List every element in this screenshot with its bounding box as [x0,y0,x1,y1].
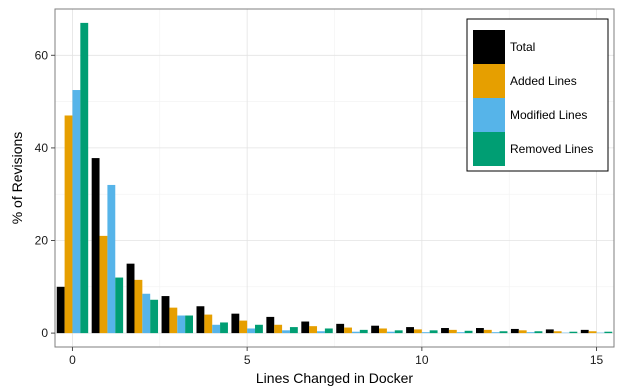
legend-label-modified-lines: Modified Lines [510,108,587,122]
bar-added-lines-15 [588,331,597,334]
legend-label-total: Total [510,40,535,54]
legend-label-added-lines: Added Lines [510,74,577,88]
bar-total-13 [510,328,519,334]
legend-key-removed-lines [473,132,505,166]
bars [56,22,613,334]
bar-added-lines-4 [204,314,213,334]
bar-modified-lines-7 [317,331,325,334]
bar-removed-lines-12 [499,331,508,334]
bar-added-lines-9 [379,328,387,334]
x-tick-label: 15 [590,353,604,367]
bar-total-5 [231,313,240,334]
bar-added-lines-2 [134,279,143,334]
bar-removed-lines-9 [394,330,403,334]
bar-removed-lines-6 [289,327,298,334]
bar-total-14 [545,329,554,334]
bar-removed-lines-3 [185,315,193,334]
y-tick-label: 60 [35,48,49,62]
legend-key-modified-lines [473,98,505,132]
bar-removed-lines-13 [534,331,543,334]
bar-added-lines-12 [483,329,492,334]
bar-removed-lines-4 [220,322,228,334]
x-axis-ticks: 0 5 10 15 [69,347,604,367]
legend-label-removed-lines: Removed Lines [510,142,593,156]
bar-total-3 [161,296,170,334]
bar-total-1 [91,158,100,334]
bar-removed-lines-2 [150,299,159,334]
bar-total-8 [336,323,345,334]
bar-total-12 [476,328,484,334]
bar-added-lines-11 [448,329,457,334]
bar-added-lines-0 [64,115,73,334]
legend-key-total [473,30,505,64]
bar-modified-lines-6 [282,330,290,334]
bar-removed-lines-8 [359,329,368,334]
bar-modified-lines-2 [142,293,151,334]
bar-total-4 [196,306,205,334]
bar-total-2 [126,263,135,334]
bar-modified-lines-3 [177,315,186,334]
bar-removed-lines-14 [569,331,578,334]
bar-modified-lines-1 [107,184,116,334]
y-tick-label: 0 [41,326,48,340]
legend: Total Added Lines Modified Lines Removed Li… [466,18,609,172]
x-tick-label: 10 [415,353,429,367]
bar-total-0 [56,286,65,334]
x-axis-title: Lines Changed in Docker [256,370,414,386]
bar-modified-lines-5 [247,328,256,334]
bar-removed-lines-11 [464,330,473,334]
x-tick-label: 0 [69,353,76,367]
bar-total-10 [406,327,414,334]
bar-added-lines-7 [309,326,318,334]
bar-added-lines-8 [344,327,352,334]
bar-removed-lines-1 [115,277,124,334]
bar-added-lines-10 [413,329,422,334]
bar-modified-lines-10 [421,332,430,334]
bar-added-lines-1 [99,235,108,334]
bar-total-15 [580,329,589,334]
bar-added-lines-6 [274,324,283,334]
bar-modified-lines-13 [526,332,535,334]
plot-panel-border [54,8,615,348]
bar-total-9 [371,325,380,334]
legend-key-added-lines [473,64,505,98]
bar-removed-lines-10 [429,330,438,334]
bar-total-11 [441,328,449,334]
bar-removed-lines-5 [255,324,263,334]
y-tick-label: 20 [35,234,49,248]
y-axis-title: % of Revisions [9,132,25,225]
bar-total-6 [266,316,275,334]
bar-added-lines-14 [553,331,562,334]
bar-modified-lines-12 [491,332,500,334]
bar-removed-lines-0 [80,22,89,334]
bar-modified-lines-9 [386,331,395,334]
bar-removed-lines-15 [604,331,613,334]
y-tick-label: 40 [35,141,49,155]
bar-added-lines-5 [239,320,248,334]
x-tick-label: 5 [244,353,251,367]
bar-added-lines-3 [169,307,178,334]
bar-modified-lines-8 [351,331,360,334]
bar-modified-lines-11 [456,332,465,334]
y-axis-ticks: 0 20 40 60 [35,48,55,340]
bar-added-lines-13 [518,330,527,334]
bar-modified-lines-4 [212,324,221,334]
bar-total-7 [301,321,310,334]
bar-removed-lines-7 [324,328,333,334]
bar-modified-lines-0 [72,90,81,334]
